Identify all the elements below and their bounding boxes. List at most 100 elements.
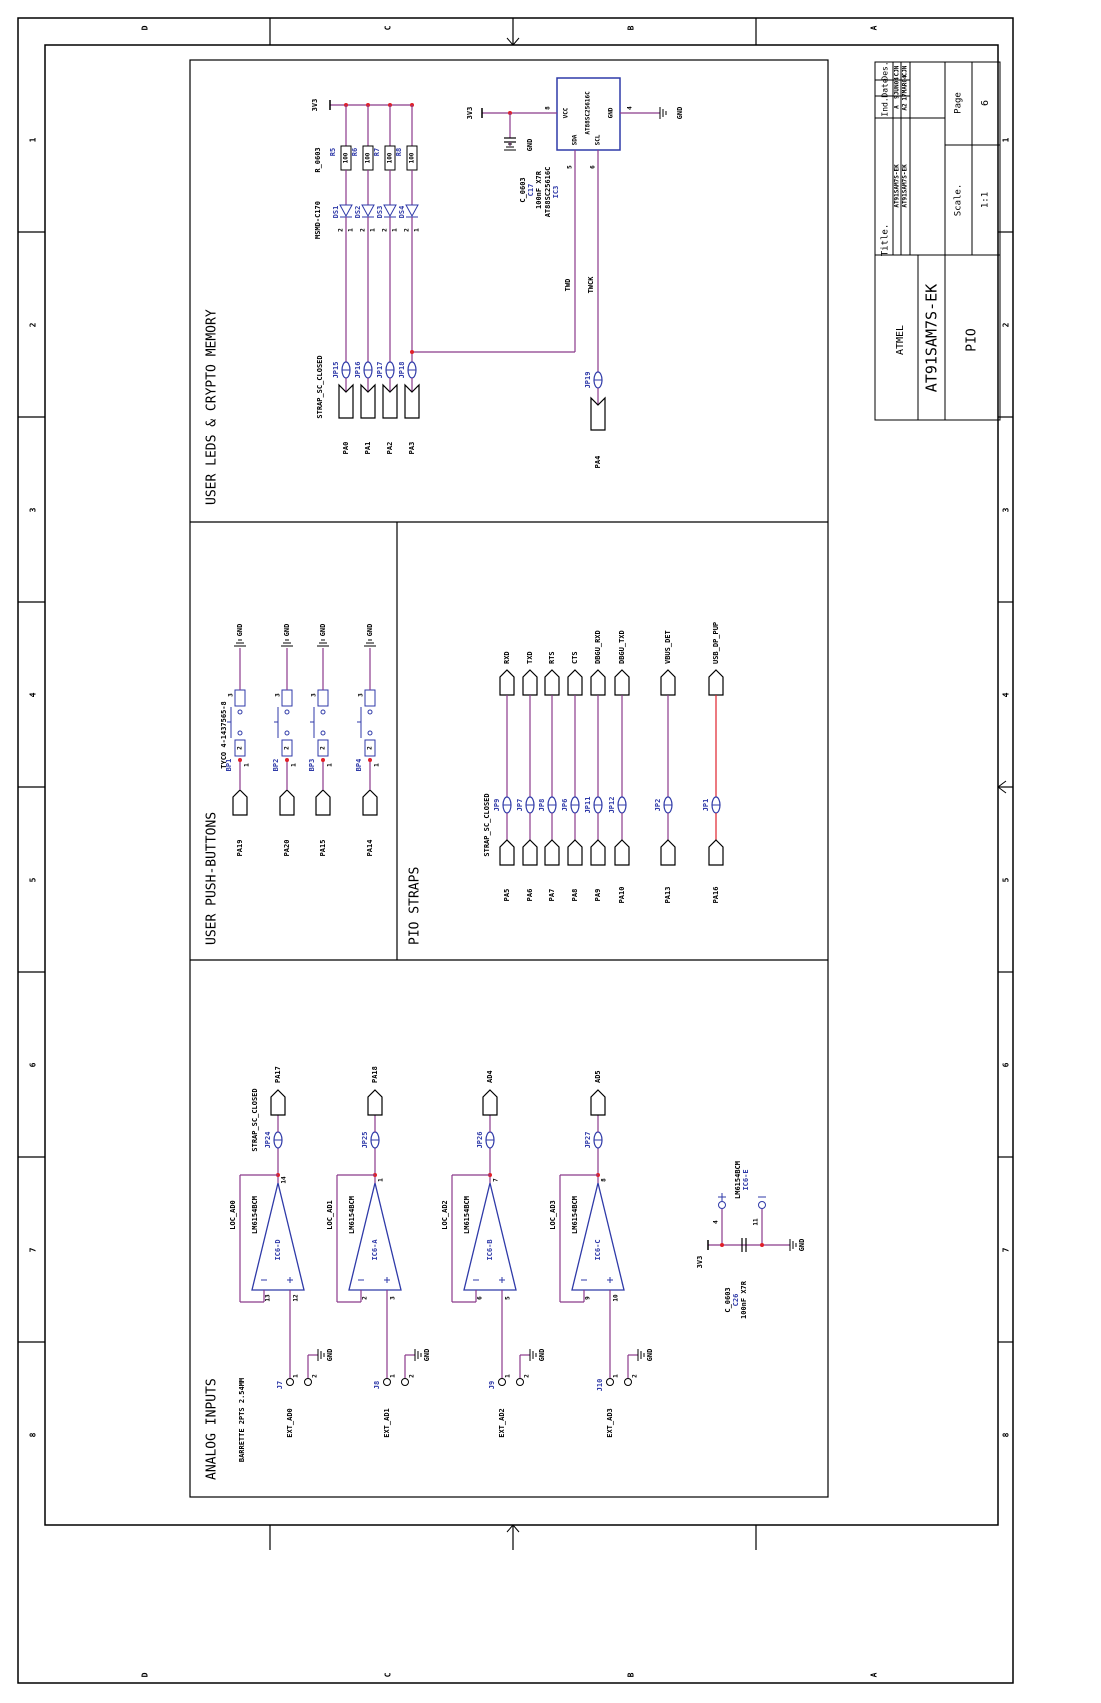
port — [590, 396, 606, 431]
page-label: Page — [954, 92, 964, 114]
signal-label: DBGU_TXD — [618, 630, 626, 664]
switch-contact — [237, 709, 243, 715]
pin — [758, 1201, 766, 1209]
port — [367, 1089, 383, 1116]
component-ref: JP25 — [361, 1132, 369, 1149]
port-label: PA2 — [386, 442, 394, 455]
pin-number: 3 — [358, 693, 365, 697]
resistor-value: 100 — [343, 152, 350, 163]
port — [660, 669, 676, 696]
port-label: PA16 — [712, 887, 720, 904]
pin — [718, 1201, 726, 1209]
pin-number: 4 — [713, 1220, 720, 1224]
title-block-frame — [874, 61, 1001, 421]
opamp — [571, 1182, 625, 1291]
connector-pin — [516, 1378, 524, 1386]
port — [590, 839, 606, 866]
rev-cell: 9JUN04 — [894, 77, 901, 99]
port — [522, 839, 538, 866]
zone-number: 8 — [29, 1432, 38, 1437]
opamp — [348, 1182, 402, 1291]
component-ref: IC6-B — [486, 1239, 494, 1260]
led — [383, 204, 397, 218]
rev-cell: 17MAR04 — [902, 75, 909, 101]
section-title: USER LEDS & CRYPTO MEMORY — [205, 309, 220, 505]
component-ref: C26 — [732, 1294, 740, 1307]
net-label: LOC_AD0 — [229, 1200, 237, 1230]
port — [590, 1089, 606, 1116]
pin-number: 1 — [374, 763, 381, 767]
part-label: C_0603 — [519, 177, 527, 202]
component-ref: JP6 — [561, 799, 569, 812]
component-ref: J10 — [596, 1379, 604, 1392]
part-label: R_0603 — [314, 147, 322, 172]
switch-contact — [284, 730, 290, 736]
port — [614, 669, 630, 696]
part-label: 100nF X7R — [535, 170, 543, 209]
ground-label: GND — [236, 624, 244, 637]
component-ref: IC3 — [552, 186, 560, 199]
pin-number: 2 — [284, 746, 291, 750]
port-label: PA13 — [664, 887, 672, 904]
pin-box — [281, 689, 293, 707]
rev-header: Des. — [881, 61, 890, 80]
pin-name: SCL — [595, 134, 602, 145]
junction — [720, 1243, 724, 1247]
section-title: USER PUSH-BUTTONS — [205, 812, 220, 945]
component-ref: DS3 — [376, 206, 384, 219]
pin-number: 8 — [545, 106, 552, 110]
part-label: STRAP_SC_CLOSED — [483, 793, 491, 856]
port — [499, 669, 515, 696]
ic-part: AT88SC25616C — [544, 167, 552, 218]
port-label: PA20 — [283, 840, 291, 857]
net-label: TWD — [564, 279, 572, 292]
pin-number: 6 — [590, 165, 597, 169]
pin-number: 4 — [627, 106, 634, 110]
rev-header: Date — [881, 78, 890, 97]
component-ref: IC6-A — [371, 1239, 379, 1261]
pin-number: 1 — [414, 228, 421, 232]
pin-number: 1 — [613, 1374, 620, 1378]
company: ATMEL — [895, 325, 906, 355]
pin-number: 7 — [493, 1178, 500, 1182]
zone-letter: D — [141, 25, 150, 30]
port — [404, 383, 420, 419]
port — [544, 669, 560, 696]
connector-pin — [498, 1378, 506, 1386]
rev-cell: CJN — [902, 65, 909, 76]
net-label: EXT_AD1 — [383, 1408, 391, 1438]
component-ref: BP1 — [225, 759, 233, 772]
zone-number: 2 — [29, 322, 38, 327]
port — [360, 383, 376, 419]
signal-label: DBGU_RXD — [594, 630, 602, 664]
pin-number: 1 — [348, 228, 355, 232]
component-ref: J9 — [488, 1381, 496, 1389]
port — [338, 383, 354, 419]
pin-number: 11 — [753, 1218, 760, 1226]
pin-number: 5 — [505, 1296, 512, 1300]
port-label: AD5 — [594, 1070, 602, 1083]
junction — [238, 758, 242, 762]
component-ref: IC6-C — [594, 1239, 602, 1260]
pin-number: 1 — [378, 1178, 385, 1182]
zone-number: 3 — [1002, 507, 1011, 512]
component-ref: JP7 — [516, 799, 524, 812]
connector-pin — [383, 1378, 391, 1386]
signal-label: RTS — [548, 651, 556, 664]
supply-label: 3V3 — [311, 99, 319, 112]
component-ref: JP1 — [702, 799, 710, 812]
net-label: LOC_AD1 — [326, 1200, 334, 1230]
zone-number: 6 — [1002, 1062, 1011, 1067]
zone-number: 5 — [1002, 877, 1011, 882]
part-label: TYCO 4-1437565-8 — [220, 701, 228, 768]
zone-letter: C — [384, 25, 393, 30]
switch-contact — [320, 730, 326, 736]
signal-label: CTS — [571, 651, 579, 664]
title-block — [874, 61, 1001, 421]
outer-border — [17, 17, 1014, 1684]
port — [590, 669, 606, 696]
component-ref: JP8 — [538, 799, 546, 812]
wire — [506, 37, 514, 46]
